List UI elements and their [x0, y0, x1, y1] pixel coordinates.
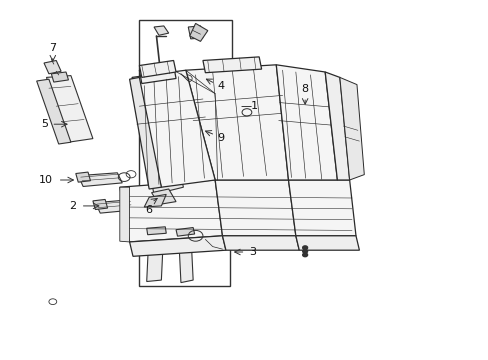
Polygon shape	[222, 236, 299, 250]
Circle shape	[302, 246, 307, 249]
Polygon shape	[132, 70, 215, 187]
Polygon shape	[154, 26, 168, 35]
Polygon shape	[189, 23, 207, 41]
Polygon shape	[120, 187, 129, 242]
Polygon shape	[151, 189, 176, 204]
Polygon shape	[139, 66, 176, 84]
Text: 2: 2	[68, 201, 76, 211]
Polygon shape	[288, 180, 355, 236]
Polygon shape	[276, 65, 337, 180]
Polygon shape	[339, 77, 364, 180]
Polygon shape	[46, 76, 93, 142]
Polygon shape	[37, 79, 71, 144]
Polygon shape	[203, 57, 261, 73]
Polygon shape	[78, 173, 122, 186]
Polygon shape	[146, 227, 166, 235]
Text: 8: 8	[301, 84, 308, 94]
Text: 7: 7	[49, 43, 56, 53]
Bar	[139, 223, 229, 286]
Text: —1: —1	[240, 101, 258, 111]
Text: 4: 4	[217, 81, 224, 91]
Polygon shape	[129, 77, 161, 189]
Polygon shape	[120, 180, 222, 242]
Polygon shape	[325, 72, 349, 180]
Polygon shape	[299, 100, 311, 115]
Polygon shape	[144, 194, 166, 207]
Polygon shape	[188, 26, 203, 39]
Circle shape	[302, 249, 307, 253]
Text: 5: 5	[41, 119, 48, 129]
Polygon shape	[129, 236, 225, 256]
Polygon shape	[176, 228, 194, 236]
Polygon shape	[51, 72, 68, 82]
Polygon shape	[188, 115, 205, 128]
Polygon shape	[44, 60, 61, 74]
Text: 3: 3	[249, 247, 256, 257]
Polygon shape	[146, 151, 183, 194]
Polygon shape	[146, 228, 163, 282]
Polygon shape	[76, 172, 90, 182]
Polygon shape	[215, 180, 295, 236]
Polygon shape	[93, 199, 107, 210]
Polygon shape	[139, 60, 176, 77]
Polygon shape	[178, 230, 193, 283]
Polygon shape	[295, 236, 359, 250]
Polygon shape	[185, 65, 288, 180]
Text: 6: 6	[145, 205, 152, 215]
Polygon shape	[95, 200, 134, 213]
Circle shape	[302, 253, 307, 257]
Bar	[139, 20, 232, 207]
Text: 10: 10	[39, 175, 53, 185]
Text: 9: 9	[217, 132, 224, 143]
